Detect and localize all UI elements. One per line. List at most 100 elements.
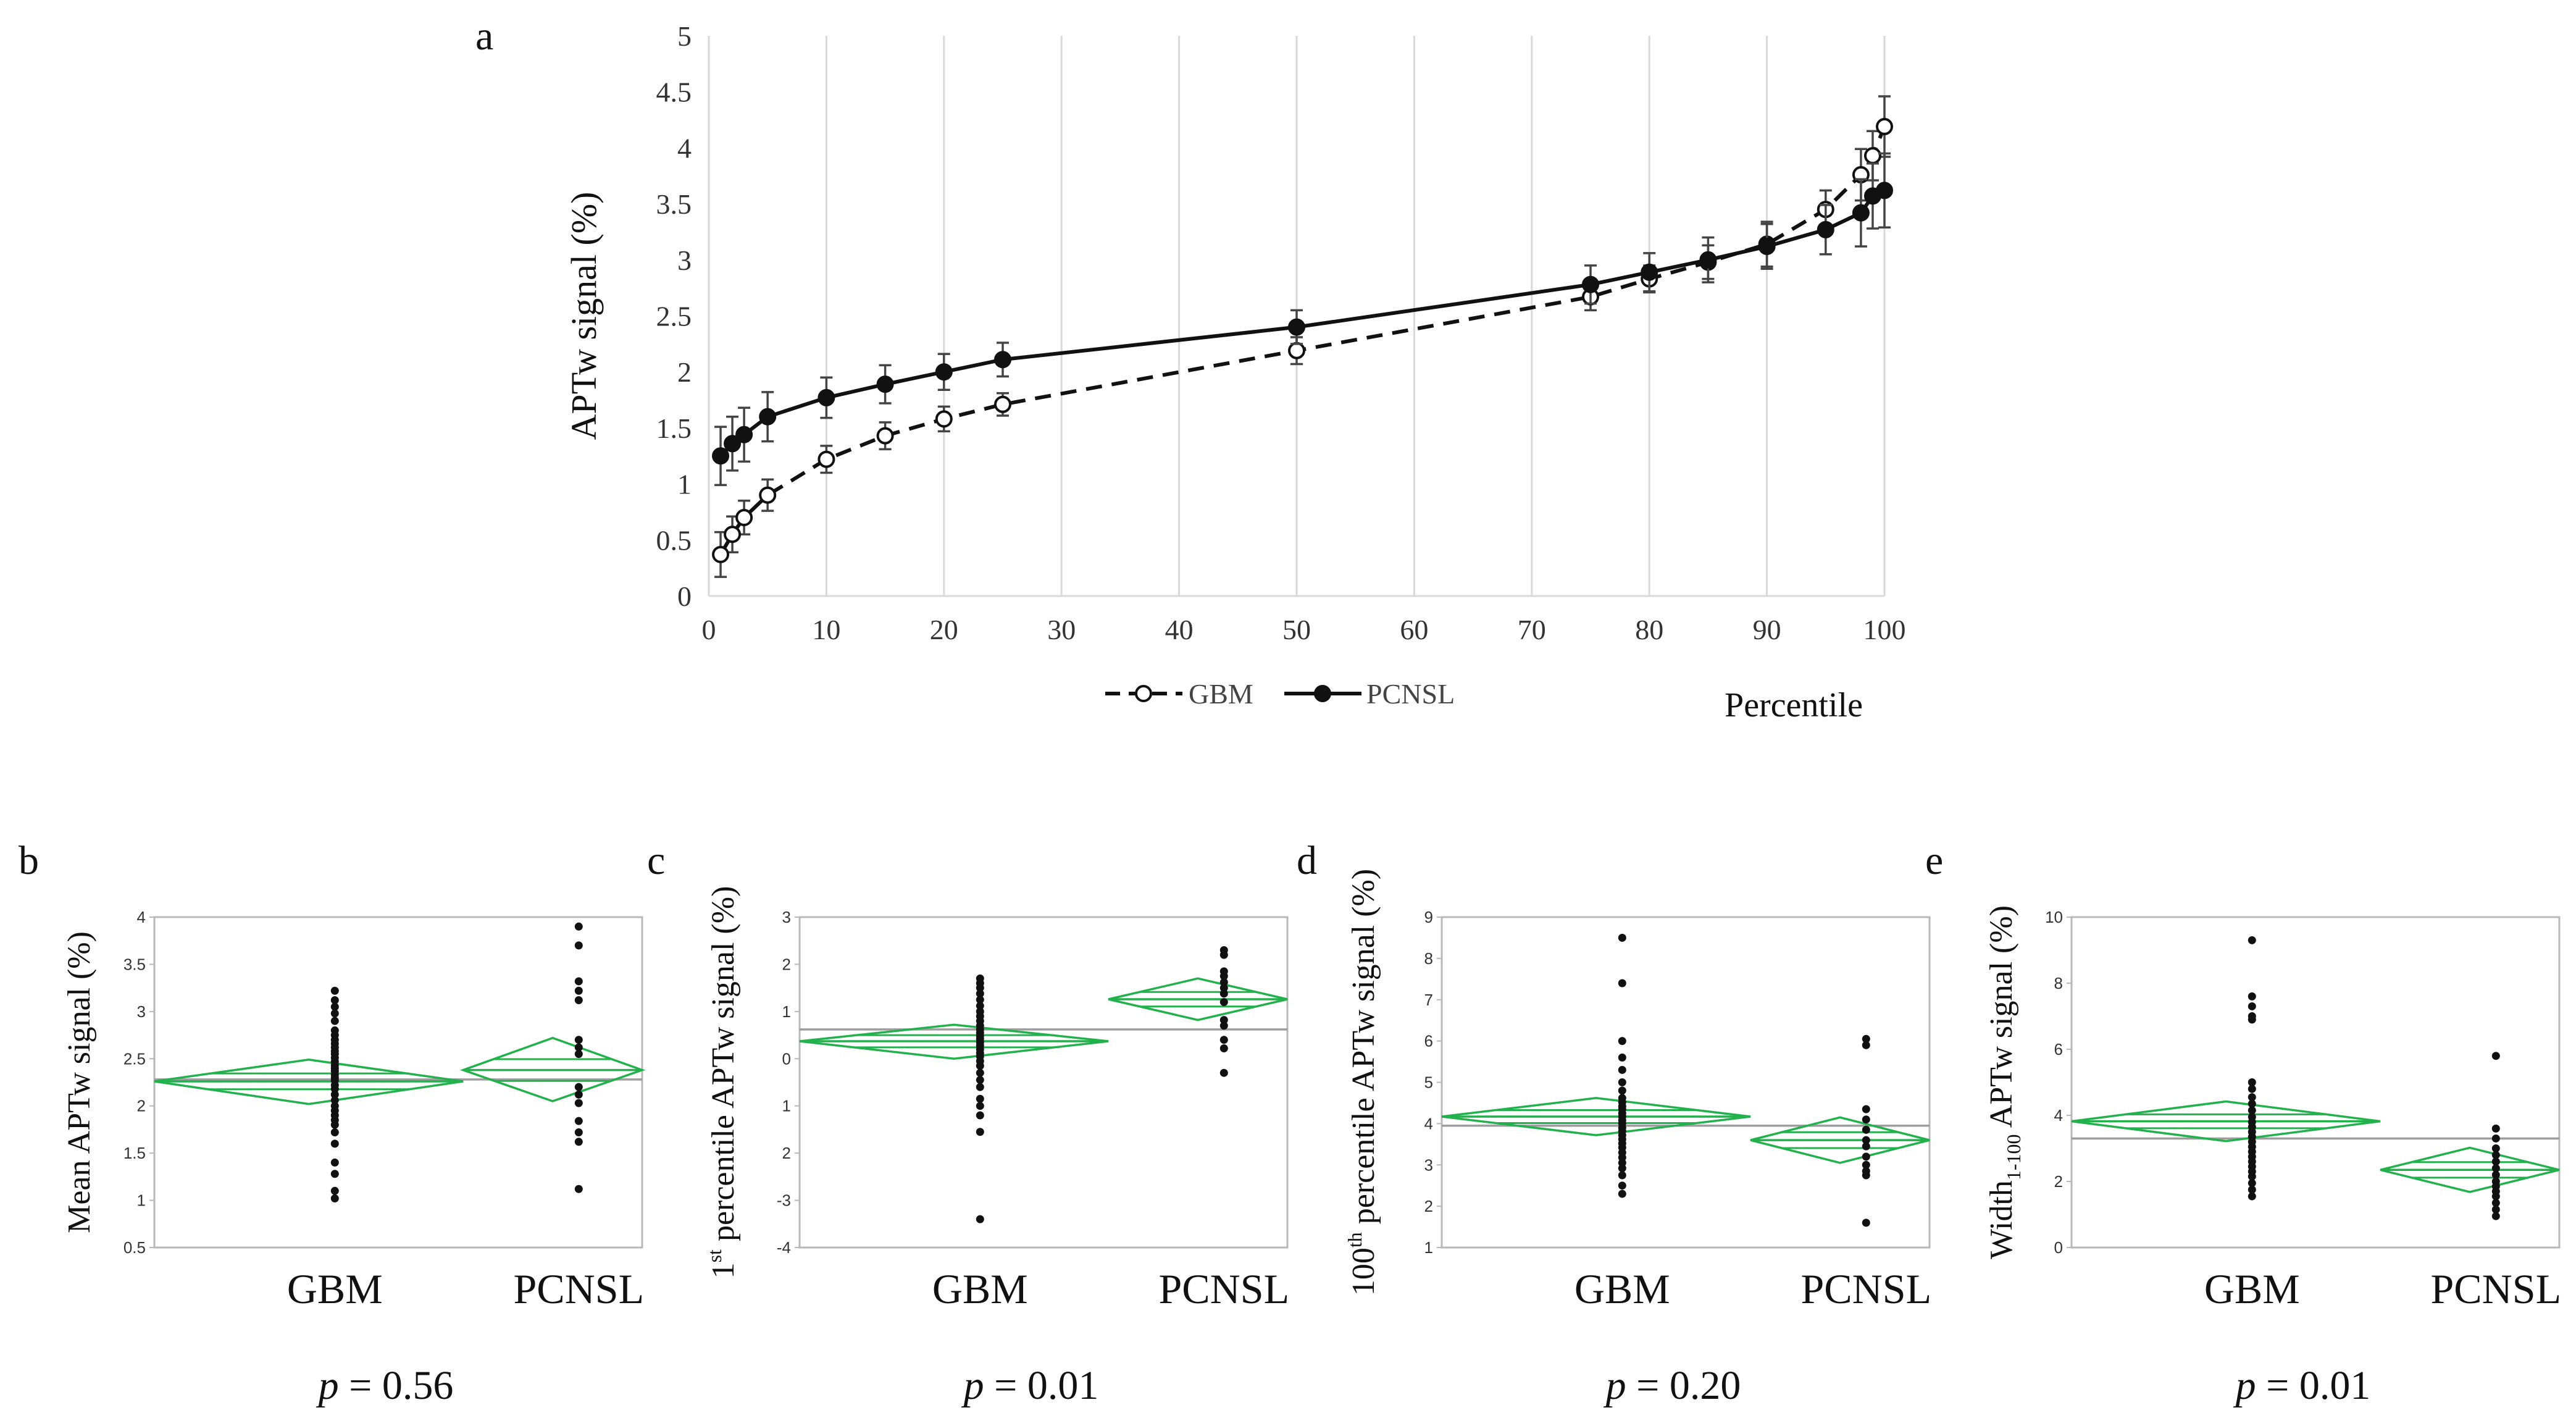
b-data-point — [574, 1083, 583, 1091]
e-data-point — [2248, 1015, 2256, 1024]
c-data-point — [1219, 972, 1228, 981]
a-data-point — [1582, 275, 1599, 293]
a-y-tick-label: 3 — [677, 245, 692, 276]
a-y-tick-label: 0 — [677, 581, 692, 612]
a-data-point — [712, 545, 730, 563]
c-data-point — [1219, 1068, 1228, 1077]
a-y-axis-title: APTw signal (%) — [564, 192, 604, 440]
b-y-tick-label: 2 — [137, 1097, 146, 1115]
e-data-point — [2248, 992, 2256, 1000]
c-data-point — [976, 1094, 984, 1103]
c-points-gbm — [976, 974, 984, 1223]
a-data-point — [935, 410, 953, 428]
b-data-point — [574, 1050, 583, 1059]
e-data-point — [2248, 1106, 2256, 1115]
b-y-tick-label: 3 — [137, 1002, 146, 1021]
a-data-point — [759, 486, 777, 504]
c-data-point — [1219, 1036, 1228, 1044]
a-x-tick-label: 90 — [1753, 614, 1781, 645]
b-data-point — [574, 1043, 583, 1052]
d-y-tick-label: 7 — [1424, 991, 1433, 1009]
panel-a: 0 10 20 30 40 50 60 70 80 90 100 0 0.5 1 1.5 2 2.5 3 3.5 4 4… — [564, 20, 1906, 724]
a-y-tick-label: 4.5 — [656, 77, 692, 108]
panel-label-c: c — [647, 838, 665, 883]
b-points-gbm — [330, 986, 339, 1203]
d-data-point — [1862, 1142, 1870, 1151]
b-mean-diamond-gbm — [154, 1059, 464, 1105]
d-data-point — [1618, 1086, 1626, 1095]
a-y-tick-label: 2 — [677, 356, 692, 388]
d-data-point — [1862, 1152, 1870, 1161]
d-data-point — [1618, 1037, 1626, 1046]
e-data-point — [2248, 1099, 2256, 1108]
a-x-tick-label: 40 — [1165, 614, 1194, 645]
b-data-point — [574, 1099, 583, 1107]
e-data-point — [2491, 1134, 2500, 1143]
e-points-pcnsl — [2491, 1052, 2500, 1220]
c-mean-diamond-pcnsl — [1108, 977, 1288, 1021]
e-y-axis-title-prefix: Width — [1984, 1180, 2019, 1259]
b-y-tick-label: 3.5 — [123, 955, 146, 973]
a-data-point — [1699, 251, 1717, 269]
b-data-point — [574, 1117, 583, 1125]
d-y-tick-label: 1 — [1424, 1238, 1433, 1257]
c-y-tick-label: 2 — [782, 955, 791, 973]
panel-d: 1 2 3 4 5 6 7 8 9 GBM PCNSL 100th percentile APTw s… — [1344, 869, 1931, 1408]
d-x-category-pcnsl: PCNSL — [1800, 1265, 1931, 1312]
d-p-symbol: p — [1604, 1363, 1626, 1408]
b-y-tick-label: 2.5 — [123, 1049, 146, 1068]
b-data-point — [330, 1096, 339, 1105]
a-x-tick-label: 30 — [1047, 614, 1076, 645]
e-data-point — [2491, 1192, 2500, 1201]
e-data-point — [2491, 1199, 2500, 1207]
b-data-point — [330, 1139, 339, 1148]
d-y-tick-label: 5 — [1424, 1073, 1433, 1092]
legend-label-pcnsl: PCNSL — [1366, 678, 1455, 710]
e-data-point — [2491, 1170, 2500, 1179]
d-y-tick-label: 2 — [1424, 1197, 1433, 1215]
c-data-point — [976, 1111, 984, 1120]
b-y-axis-title: Mean APTw signal (%) — [62, 931, 97, 1233]
e-plot-frame — [2070, 916, 2561, 1249]
a-data-point — [1863, 147, 1881, 165]
e-y-tick-label: 4 — [2054, 1106, 2063, 1125]
e-data-point — [2248, 936, 2256, 944]
e-data-point — [2248, 1179, 2256, 1188]
d-y-tick-label: 8 — [1424, 949, 1433, 968]
c-y-axis-title-rest: percentile APTw signal (%) — [706, 886, 741, 1249]
e-mean-diamond-pcnsl — [2380, 1146, 2560, 1193]
e-data-point — [2248, 1093, 2256, 1102]
b-data-point — [330, 1158, 339, 1167]
c-plot-frame — [798, 916, 1289, 1249]
b-data-point — [330, 1002, 339, 1011]
a-data-point — [994, 395, 1011, 413]
a-data-point — [876, 427, 894, 445]
b-x-category-pcnsl: PCNSL — [513, 1265, 644, 1312]
panel-label-b: b — [19, 838, 39, 883]
c-data-point — [1219, 998, 1228, 1007]
d-mean-diamond-pcnsl — [1750, 1116, 1930, 1164]
c-data-point — [976, 1002, 984, 1010]
panel-e: 0 2 4 6 8 10 GBM PCNSL Width1-100 APTw signal (%… — [1984, 905, 2561, 1408]
d-y-tick-label: 6 — [1424, 1032, 1433, 1051]
e-data-point — [2491, 1052, 2500, 1060]
e-x-category-gbm: GBM — [2204, 1265, 2300, 1312]
b-x-category-gbm: GBM — [287, 1265, 383, 1312]
d-plot-frame — [1441, 916, 1931, 1249]
d-y-tick-label: 4 — [1424, 1114, 1433, 1133]
b-points-pcnsl — [574, 922, 583, 1193]
c-x-category-gbm: GBM — [932, 1265, 1028, 1312]
d-y-tick-label: 3 — [1424, 1155, 1433, 1174]
c-data-point — [976, 1068, 984, 1077]
a-x-tick-label: 20 — [930, 614, 958, 645]
e-p-number: = 0.01 — [2256, 1363, 2371, 1408]
a-x-axis-title: Percentile — [1725, 686, 1863, 724]
d-y-axis-title: 100th percentile APTw signal (%) — [1344, 869, 1381, 1296]
legend-marker-gbm — [1135, 685, 1152, 702]
d-data-point — [1618, 1164, 1626, 1173]
d-data-point — [1862, 1041, 1870, 1049]
legend-marker-pcnsl — [1314, 685, 1331, 702]
d-y-axis-title-sup: th — [1344, 1232, 1366, 1248]
c-data-point — [976, 989, 984, 998]
d-data-point — [1618, 1065, 1626, 1074]
